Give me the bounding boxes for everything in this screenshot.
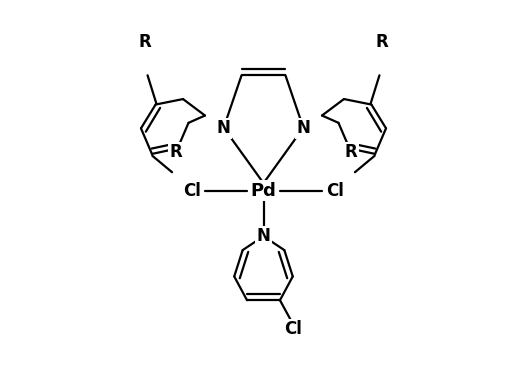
- Text: R: R: [345, 143, 358, 161]
- Text: R: R: [376, 34, 389, 51]
- Text: R: R: [169, 143, 182, 161]
- Text: Cl: Cl: [183, 181, 201, 200]
- Text: R: R: [138, 34, 151, 51]
- Text: Pd: Pd: [250, 181, 277, 200]
- Text: N: N: [297, 119, 311, 137]
- Text: N: N: [257, 227, 270, 245]
- Text: N: N: [216, 119, 230, 137]
- Text: Cl: Cl: [284, 320, 301, 338]
- Text: Cl: Cl: [326, 181, 344, 200]
